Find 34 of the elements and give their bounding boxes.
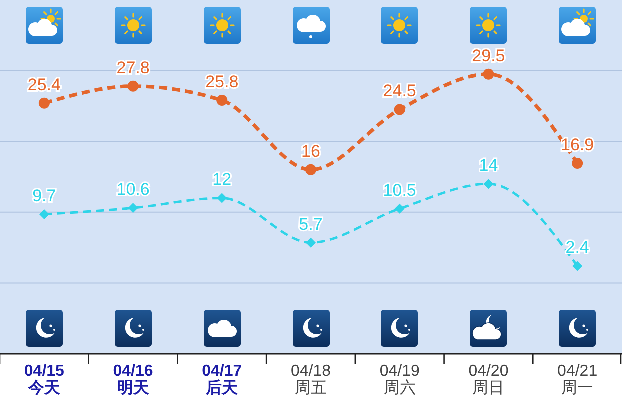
x-tick-label: 04/16 明天	[113, 363, 154, 397]
x-tick-label: 04/15 今天	[24, 363, 65, 397]
point	[306, 164, 316, 176]
data-label: 14	[479, 156, 498, 176]
data-label: 2.4	[566, 238, 590, 258]
point	[38, 98, 50, 109]
point	[128, 80, 139, 92]
data-label: 25.8	[206, 72, 239, 92]
data-label: 5.7	[299, 214, 323, 234]
data-label: 16	[302, 142, 320, 161]
data-label: 27.8	[116, 58, 150, 78]
x-tick-label: 04/21 周一	[558, 363, 598, 397]
data-label: 9.7	[32, 186, 56, 206]
point	[483, 68, 494, 80]
data-label: 10.5	[383, 180, 416, 200]
point	[394, 104, 406, 116]
data-label: 12	[212, 170, 232, 190]
x-tick-label: 04/18 周五	[290, 363, 332, 397]
point	[216, 95, 228, 106]
point	[128, 203, 138, 214]
point	[217, 193, 228, 204]
point	[572, 158, 584, 170]
point	[484, 179, 494, 190]
data-label: 10.6	[116, 180, 150, 200]
x-tick-label: 04/17 后天	[202, 363, 242, 397]
x-tick-label: 04/19 周六	[380, 363, 420, 397]
x-tick-label: 04/20 周日	[468, 363, 509, 397]
point	[394, 204, 405, 214]
point	[572, 261, 583, 272]
data-label: 25.4	[28, 75, 61, 94]
point	[306, 238, 316, 248]
data-label: 29.5	[472, 46, 506, 66]
data-label: 24.5	[383, 82, 416, 101]
point	[39, 210, 50, 220]
